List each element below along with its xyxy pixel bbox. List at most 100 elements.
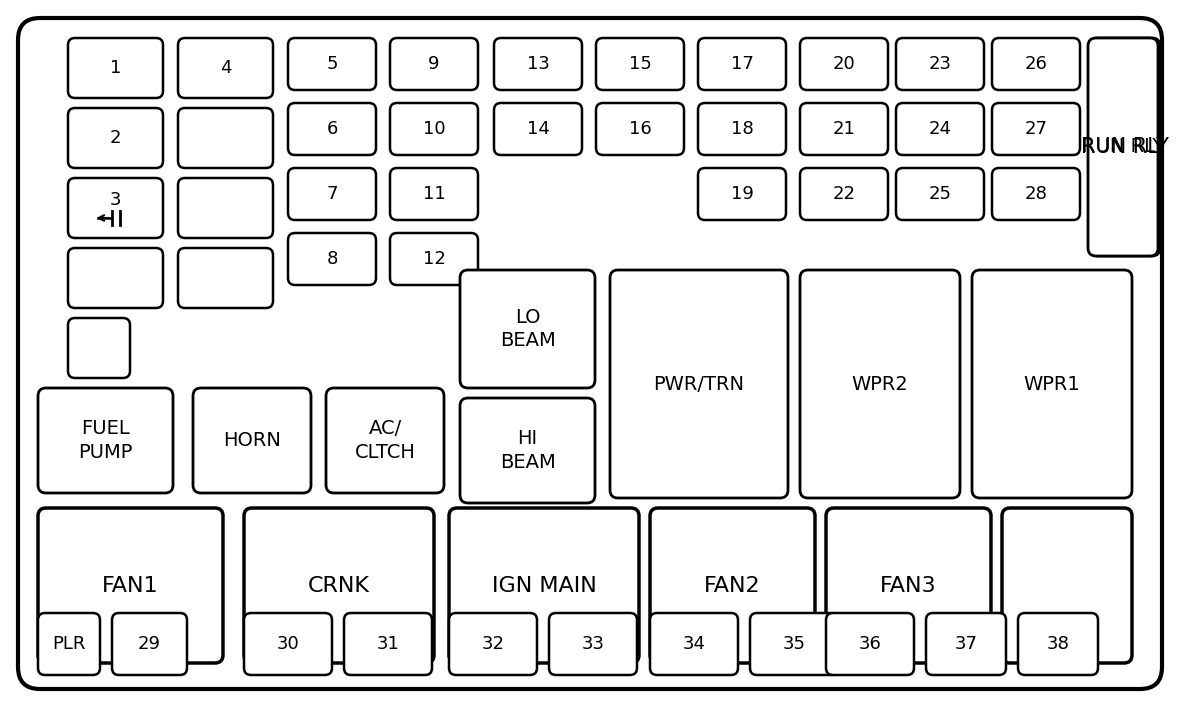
Text: 24: 24 xyxy=(929,120,951,138)
FancyBboxPatch shape xyxy=(596,38,684,90)
FancyBboxPatch shape xyxy=(68,248,163,308)
Text: 7: 7 xyxy=(326,185,337,203)
Text: 17: 17 xyxy=(730,55,754,73)
Text: CRNK: CRNK xyxy=(308,575,371,595)
Text: 5: 5 xyxy=(326,55,337,73)
FancyBboxPatch shape xyxy=(178,248,273,308)
Text: FUEL
PUMP: FUEL PUMP xyxy=(78,419,132,462)
FancyBboxPatch shape xyxy=(1090,38,1160,256)
Text: FAN3: FAN3 xyxy=(880,575,937,595)
FancyBboxPatch shape xyxy=(460,270,595,388)
Text: 31: 31 xyxy=(376,635,400,653)
Text: WPR2: WPR2 xyxy=(852,375,909,394)
FancyBboxPatch shape xyxy=(460,398,595,503)
Text: 4: 4 xyxy=(219,59,231,77)
FancyBboxPatch shape xyxy=(1002,508,1132,663)
FancyBboxPatch shape xyxy=(68,178,163,238)
FancyBboxPatch shape xyxy=(699,168,786,220)
Text: 2: 2 xyxy=(110,129,122,147)
Text: RUN RLY: RUN RLY xyxy=(1081,137,1169,157)
FancyBboxPatch shape xyxy=(194,388,312,493)
Text: IGN MAIN: IGN MAIN xyxy=(492,575,596,595)
Text: 27: 27 xyxy=(1024,120,1048,138)
FancyBboxPatch shape xyxy=(494,38,582,90)
Text: RUN RLY: RUN RLY xyxy=(1082,137,1165,156)
FancyBboxPatch shape xyxy=(1018,613,1099,675)
FancyBboxPatch shape xyxy=(288,103,376,155)
Text: 22: 22 xyxy=(833,185,856,203)
FancyBboxPatch shape xyxy=(391,168,478,220)
FancyBboxPatch shape xyxy=(38,508,223,663)
Text: 10: 10 xyxy=(422,120,445,138)
Text: FAN1: FAN1 xyxy=(103,575,159,595)
Text: 13: 13 xyxy=(526,55,550,73)
FancyBboxPatch shape xyxy=(800,103,889,155)
Text: 6: 6 xyxy=(327,120,337,138)
Text: 32: 32 xyxy=(481,635,505,653)
Text: HORN: HORN xyxy=(223,431,281,450)
FancyBboxPatch shape xyxy=(896,103,984,155)
FancyBboxPatch shape xyxy=(288,38,376,90)
Text: 9: 9 xyxy=(428,55,440,73)
Text: PLR: PLR xyxy=(52,635,86,653)
Text: LO
BEAM: LO BEAM xyxy=(499,308,556,350)
Text: 35: 35 xyxy=(782,635,806,653)
FancyBboxPatch shape xyxy=(650,508,815,663)
FancyBboxPatch shape xyxy=(391,103,478,155)
Text: 23: 23 xyxy=(929,55,951,73)
Text: 38: 38 xyxy=(1047,635,1069,653)
FancyBboxPatch shape xyxy=(699,38,786,90)
Text: PWR/TRN: PWR/TRN xyxy=(654,375,745,394)
FancyBboxPatch shape xyxy=(345,613,432,675)
FancyBboxPatch shape xyxy=(494,103,582,155)
Text: 14: 14 xyxy=(526,120,550,138)
Text: 36: 36 xyxy=(859,635,881,653)
FancyBboxPatch shape xyxy=(288,233,376,285)
FancyBboxPatch shape xyxy=(896,168,984,220)
Text: 12: 12 xyxy=(422,250,445,268)
Text: 3: 3 xyxy=(110,191,122,209)
FancyBboxPatch shape xyxy=(926,613,1007,675)
FancyBboxPatch shape xyxy=(18,18,1162,689)
Text: 37: 37 xyxy=(955,635,977,653)
FancyBboxPatch shape xyxy=(326,388,444,493)
Text: 33: 33 xyxy=(582,635,604,653)
FancyBboxPatch shape xyxy=(972,270,1132,498)
FancyBboxPatch shape xyxy=(896,38,984,90)
FancyBboxPatch shape xyxy=(178,178,273,238)
FancyBboxPatch shape xyxy=(610,270,788,498)
Text: 8: 8 xyxy=(327,250,337,268)
FancyBboxPatch shape xyxy=(596,103,684,155)
Text: 25: 25 xyxy=(929,185,951,203)
FancyBboxPatch shape xyxy=(826,508,991,663)
Text: 11: 11 xyxy=(422,185,445,203)
FancyBboxPatch shape xyxy=(38,613,100,675)
Text: 15: 15 xyxy=(629,55,651,73)
FancyBboxPatch shape xyxy=(699,103,786,155)
FancyBboxPatch shape xyxy=(68,318,130,378)
Text: HI
BEAM: HI BEAM xyxy=(499,429,556,472)
Text: 1: 1 xyxy=(110,59,122,77)
FancyBboxPatch shape xyxy=(992,168,1080,220)
FancyBboxPatch shape xyxy=(549,613,637,675)
FancyBboxPatch shape xyxy=(391,38,478,90)
Text: 18: 18 xyxy=(730,120,753,138)
Text: 20: 20 xyxy=(833,55,856,73)
Text: 34: 34 xyxy=(682,635,706,653)
FancyBboxPatch shape xyxy=(800,270,961,498)
Text: 16: 16 xyxy=(629,120,651,138)
FancyBboxPatch shape xyxy=(178,38,273,98)
FancyBboxPatch shape xyxy=(992,38,1080,90)
FancyBboxPatch shape xyxy=(178,108,273,168)
FancyBboxPatch shape xyxy=(450,613,537,675)
FancyBboxPatch shape xyxy=(750,613,838,675)
Text: FAN2: FAN2 xyxy=(704,575,761,595)
FancyBboxPatch shape xyxy=(244,613,332,675)
FancyBboxPatch shape xyxy=(826,613,915,675)
Text: 26: 26 xyxy=(1024,55,1048,73)
Text: 28: 28 xyxy=(1024,185,1048,203)
Text: 29: 29 xyxy=(138,635,160,653)
FancyBboxPatch shape xyxy=(992,103,1080,155)
FancyBboxPatch shape xyxy=(38,388,173,493)
FancyBboxPatch shape xyxy=(800,168,889,220)
